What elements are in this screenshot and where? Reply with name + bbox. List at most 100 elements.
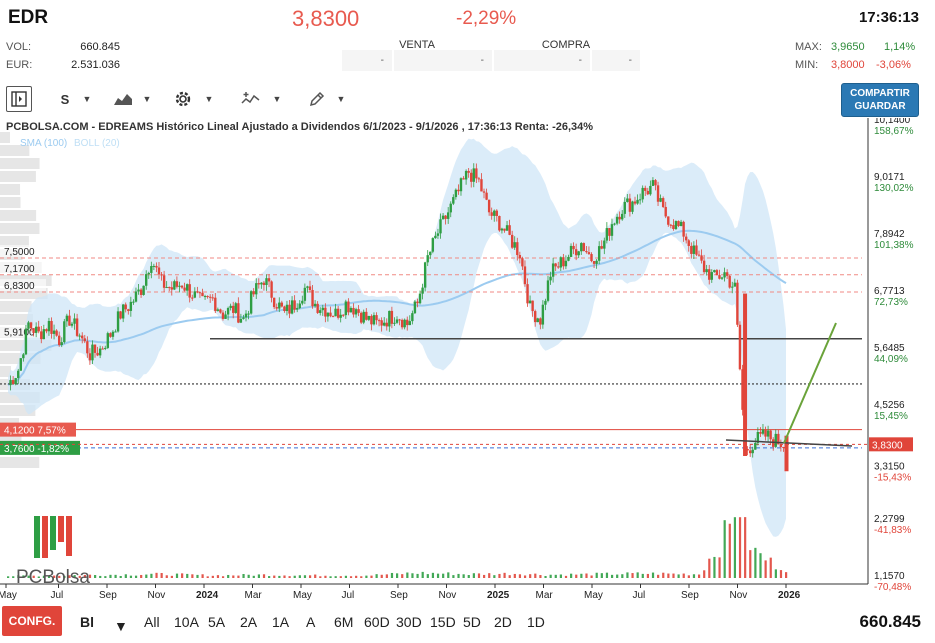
candle-body	[590, 254, 593, 262]
indicators-caret-icon[interactable]: ▼	[272, 94, 282, 104]
candles	[9, 163, 789, 472]
volume-bar	[7, 576, 10, 578]
period-10a[interactable]: 10A	[174, 614, 199, 630]
profile-bar	[0, 236, 29, 247]
volume-bar	[109, 574, 112, 578]
candle-body	[641, 187, 644, 200]
volume-bar	[621, 574, 624, 578]
profile-bar	[0, 301, 32, 312]
candle-body	[216, 309, 220, 311]
candle-body	[774, 433, 777, 447]
candle-body	[214, 297, 217, 311]
y-tick-value: 9,0171	[874, 172, 905, 183]
candle-body	[249, 291, 253, 314]
candle-body	[700, 255, 703, 261]
level-label: 6,8300	[4, 281, 35, 292]
candle-body	[221, 312, 225, 319]
volume-bar	[298, 575, 301, 578]
period-5d[interactable]: 5D	[463, 614, 481, 630]
volume-bar	[508, 575, 511, 578]
candle-body	[344, 301, 348, 316]
range-selector[interactable]: S	[50, 86, 80, 112]
config-button[interactable]: CONFG.	[2, 606, 62, 636]
volume-bar	[221, 576, 225, 578]
volume-bar	[344, 575, 348, 578]
profile-bar	[0, 288, 48, 299]
candle-body	[495, 210, 499, 217]
period-1a[interactable]: 1A	[272, 614, 290, 630]
share-save-button[interactable]: COMPARTIR GUARDAR	[841, 83, 919, 117]
chart-type-icon[interactable]	[108, 86, 138, 112]
period-60d[interactable]: 60D	[364, 614, 390, 630]
period-1d[interactable]: 1D	[527, 614, 545, 630]
candle-body	[533, 311, 537, 323]
price-change: -2,29%	[456, 8, 517, 29]
candle-body	[180, 285, 184, 288]
panel-toggle-icon[interactable]	[6, 86, 32, 112]
current-price-box	[869, 437, 913, 452]
indicators-icon[interactable]	[236, 86, 266, 112]
candle-body	[603, 240, 606, 249]
candle-body	[777, 433, 780, 445]
period-2d[interactable]: 2D	[494, 614, 512, 630]
candle-body	[720, 277, 724, 279]
volume-bar	[314, 574, 317, 578]
period-15d[interactable]: 15D	[430, 614, 456, 630]
candle-body	[316, 303, 319, 313]
candle-body	[569, 245, 573, 257]
last-price: 3,8300	[292, 6, 360, 31]
interval-caret-icon[interactable]: ▼	[114, 618, 128, 634]
volume-bar	[288, 576, 291, 578]
candle-body	[505, 225, 509, 231]
chart-type-caret-icon[interactable]: ▼	[142, 94, 152, 104]
volume-bar	[692, 574, 696, 578]
y-tick-value: 6,7713	[874, 286, 905, 297]
volume-bar	[754, 547, 757, 578]
candle-body	[582, 243, 586, 252]
period-30d[interactable]: 30D	[396, 614, 422, 630]
candle-body	[91, 344, 94, 361]
candle-body	[321, 307, 324, 311]
candle-body	[475, 168, 478, 179]
volume-bar	[523, 575, 527, 578]
candle-body	[592, 261, 596, 264]
price-chart[interactable]: 7,5000 7,1700 6,8300 5,9100 4,1200 7,57% 3,76…	[0, 118, 935, 604]
candle-body	[551, 263, 555, 277]
last-candle	[784, 435, 789, 472]
period-a[interactable]: A	[306, 614, 316, 630]
candle-body	[11, 380, 15, 385]
settings-caret-icon[interactable]: ▼	[204, 94, 214, 104]
range-caret-icon[interactable]: ▼	[82, 94, 92, 104]
period-2a[interactable]: 2A	[240, 614, 258, 630]
x-tick-label: Sep	[390, 590, 408, 601]
candle-body	[539, 318, 542, 325]
volume-bar	[687, 575, 690, 578]
candle-body	[452, 197, 455, 204]
draw-tools-icon[interactable]	[302, 86, 332, 112]
volume-bar	[493, 575, 496, 578]
period-6m[interactable]: 6M	[334, 614, 354, 630]
candle-body	[142, 285, 145, 295]
x-tick-label: Nov	[730, 590, 748, 601]
candle-body	[262, 282, 266, 285]
candle-body	[32, 328, 35, 333]
vol-value: 660.845	[80, 41, 120, 53]
x-tick-label: 2024	[196, 590, 219, 601]
volume-bar	[534, 573, 537, 578]
candle-body	[139, 289, 143, 295]
volume-bar	[733, 517, 737, 578]
period-all[interactable]: All	[144, 614, 160, 630]
candle-body	[352, 307, 355, 315]
volume-bar	[349, 576, 353, 578]
draw-tools-caret-icon[interactable]: ▼	[336, 94, 346, 104]
gear-icon[interactable]	[168, 86, 198, 112]
interval-selector[interactable]: Bl	[80, 614, 94, 630]
volume-bar	[129, 575, 133, 578]
candle-body	[88, 353, 92, 361]
candle-body	[446, 212, 450, 219]
candle-body	[628, 198, 632, 212]
candle-body	[390, 310, 394, 324]
volume-bar	[703, 570, 706, 578]
period-5a[interactable]: 5A	[208, 614, 226, 630]
